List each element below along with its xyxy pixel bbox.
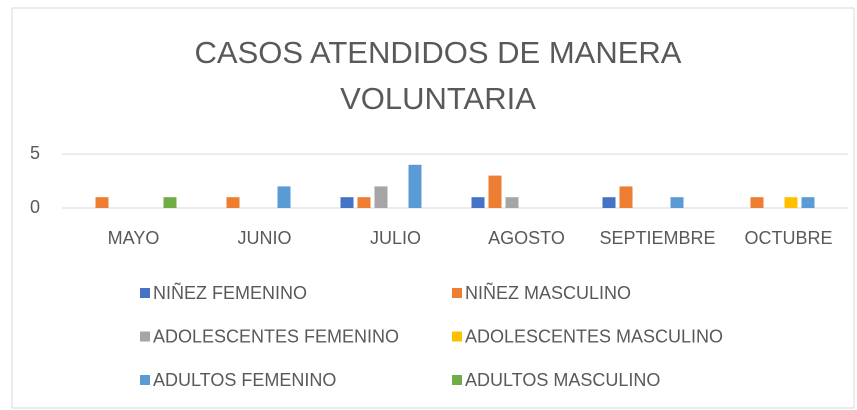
x-tick-label: JULIO	[370, 228, 421, 248]
legend-label: ADOLESCENTES MASCULINO	[465, 326, 723, 346]
bar	[340, 197, 354, 208]
bar	[801, 197, 815, 208]
bar	[163, 197, 177, 208]
bar	[374, 186, 388, 208]
bar	[471, 197, 485, 208]
bar	[619, 186, 633, 208]
bar	[488, 175, 502, 208]
bar	[750, 197, 764, 208]
bar	[408, 164, 422, 208]
x-tick-label: AGOSTO	[488, 228, 565, 248]
legend-swatch	[452, 331, 462, 342]
bar	[670, 197, 684, 208]
legend-swatch	[140, 288, 150, 298]
bar	[226, 197, 240, 208]
bar	[95, 197, 109, 208]
bar	[784, 197, 798, 208]
bar	[602, 197, 616, 208]
legend-swatch	[452, 288, 462, 298]
legend-swatch	[140, 331, 150, 342]
bar	[357, 197, 371, 208]
chart-border	[11, 7, 855, 409]
legend-label: ADOLESCENTES FEMENINO	[153, 326, 399, 346]
bar	[505, 197, 519, 208]
legend-label: NIÑEZ FEMENINO	[153, 282, 307, 303]
legend-label: NIÑEZ MASCULINO	[465, 282, 631, 303]
x-tick-label: OCTUBRE	[744, 228, 832, 248]
bar	[277, 186, 291, 208]
chart-title: CASOS ATENDIDOS DE MANERA VOLUNTARIA	[194, 35, 682, 116]
legend-label: ADULTOS FEMENINO	[153, 370, 336, 390]
x-tick-label: MAYO	[108, 228, 160, 248]
x-tick-label: JUNIO	[238, 228, 292, 248]
y-tick-label: 0	[30, 197, 40, 217]
x-tick-label: SEPTIEMBRE	[599, 228, 715, 248]
y-tick-label: 5	[30, 143, 40, 163]
legend-swatch	[452, 375, 462, 385]
legend-label: ADULTOS MASCULINO	[465, 370, 660, 390]
legend-swatch	[140, 375, 150, 385]
